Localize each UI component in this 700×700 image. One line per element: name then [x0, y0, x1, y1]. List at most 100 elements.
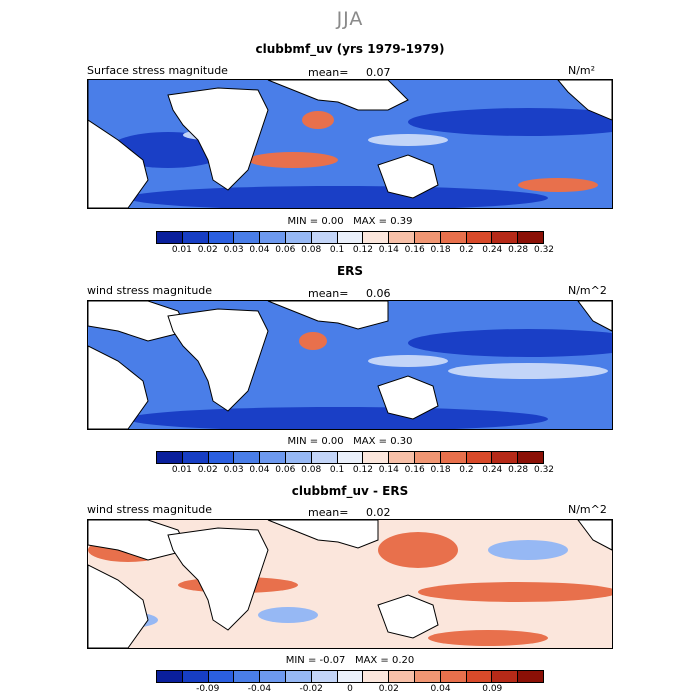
colorbar-tick-label: 0.16 — [404, 245, 425, 255]
colorbar-tick-label: 0.1 — [329, 245, 345, 255]
africa-landmass — [167, 308, 269, 412]
negative-anomaly — [488, 540, 568, 560]
colorbar-swatch — [492, 232, 519, 243]
panel-1-title: clubbmf_uv (yrs 1979-1979) — [255, 42, 445, 56]
panel-2-field-label: wind stress magnitude — [87, 284, 213, 297]
colorbar-tick-label: 0.32 — [533, 245, 555, 255]
colorbar-swatch — [363, 452, 390, 463]
panel-3-title: clubbmf_uv - ERS — [291, 484, 409, 498]
south-america-landmass — [88, 345, 149, 429]
colorbar-tick-label: 0.2 — [459, 245, 474, 255]
colorbar-swatch — [234, 671, 261, 682]
africa-landmass — [167, 87, 269, 191]
colorbar-tick-label: -0.09 — [196, 684, 220, 694]
north-landmass — [88, 301, 189, 342]
panel-1-max-label: MAX = — [353, 216, 388, 227]
north-america-landmass — [577, 301, 612, 332]
colorbar-swatch — [311, 671, 338, 682]
colorbar-swatch — [260, 671, 286, 682]
colorbar-swatch — [440, 671, 467, 682]
africa-landmass — [167, 527, 269, 631]
panel-3-min-label: MIN = — [285, 655, 317, 666]
colorbar-swatch — [157, 671, 183, 682]
colorbar-tick-label: 0.06 — [275, 465, 296, 475]
panel-2-colorbar-ticks: 0.01 0.02 0.03 0.04 0.06 0.08 0.1 0.12 0.14 0.16 0… — [156, 465, 554, 477]
colorbar-tick-label: -0.02 — [299, 684, 323, 694]
colorbar-swatch — [234, 232, 261, 243]
panel-1-mean-label: mean= — [308, 66, 349, 79]
panel-3-min-value: -0.07 — [319, 655, 346, 666]
panel-2-min-max: MIN = 0.00 MAX = 0.30 — [150, 436, 550, 447]
colorbar-swatch — [414, 452, 441, 463]
colorbar-swatch — [414, 671, 441, 682]
weak-wind-region — [448, 363, 608, 379]
colorbar-tick-label: 0.24 — [482, 465, 503, 475]
panel-3-min-max: MIN = -0.07 MAX = 0.20 — [150, 655, 550, 666]
panel-1-mean-value: 0.07 — [366, 66, 391, 79]
panel-3-mean-value: 0.02 — [366, 506, 391, 519]
colorbar-tick-label: 0.18 — [430, 465, 451, 475]
panel-2-mean-value: 0.06 — [366, 287, 391, 300]
panel-2-max-value: 0.30 — [390, 436, 413, 447]
panel-2-colorbar — [156, 451, 544, 464]
colorbar-tick-label: 0.04 — [249, 245, 270, 255]
somali-jet — [299, 332, 327, 350]
colorbar-swatch — [389, 671, 415, 682]
colorbar-swatch — [182, 671, 209, 682]
eurasia-landmass — [267, 520, 379, 549]
positive-anomaly — [418, 582, 612, 602]
colorbar-swatch — [260, 452, 286, 463]
colorbar-swatch — [492, 671, 519, 682]
panel-1-colorbar-ticks: 0.01 0.02 0.03 0.04 0.06 0.08 0.1 0.12 0.14 0.16 0… — [156, 245, 554, 257]
colorbar-swatch — [363, 232, 390, 243]
colorbar-swatch — [440, 452, 467, 463]
panel-3-max-label: MAX = — [354, 655, 389, 666]
colorbar-swatch — [466, 671, 493, 682]
colorbar-tick-label: 0.03 — [223, 245, 244, 255]
colorbar-tick-label: 0.2 — [459, 465, 474, 475]
positive-anomaly — [428, 630, 548, 646]
colorbar-swatch — [440, 232, 467, 243]
panel-1-field-label: Surface stress magnitude — [87, 64, 228, 77]
colorbar-swatch — [518, 671, 543, 682]
colorbar-swatch — [363, 671, 390, 682]
australia-landmass — [377, 154, 439, 199]
colorbar-swatch — [311, 232, 338, 243]
panel-3-units: N/m^2 — [568, 503, 607, 516]
negative-anomaly — [258, 607, 318, 623]
season-title: JJA — [336, 8, 364, 30]
eurasia-landmass — [267, 301, 389, 330]
panel-2-map — [87, 300, 613, 430]
colorbar-swatch — [337, 232, 364, 243]
colorbar-tick-label: 0.14 — [378, 465, 399, 475]
trade-wind-band — [408, 108, 612, 136]
colorbar-tick-label: 0.09 — [482, 684, 503, 694]
colorbar-swatch — [492, 452, 519, 463]
positive-anomaly — [378, 532, 458, 568]
colorbar-tick-label: 0.16 — [404, 465, 425, 475]
colorbar-tick-label: 0.14 — [378, 245, 399, 255]
colorbar-tick-label: 0.18 — [430, 245, 451, 255]
panel-3-colorbar — [156, 670, 544, 683]
panel-1-colorbar — [156, 231, 544, 244]
north-america-landmass — [557, 80, 612, 121]
australia-landmass — [377, 375, 439, 420]
somali-jet — [302, 111, 334, 129]
colorbar-tick-label: 0 — [347, 684, 353, 694]
colorbar-tick-label: 0.01 — [171, 465, 192, 475]
south-america-landmass — [88, 564, 149, 648]
panel-1-max-value: 0.39 — [390, 216, 413, 227]
colorbar-swatch — [234, 452, 261, 463]
panel-1-min-max: MIN = 0.00 MAX = 0.39 — [150, 216, 550, 227]
colorbar-tick-label: 0.04 — [430, 684, 451, 694]
trade-wind-band — [408, 329, 612, 357]
australia-landmass — [377, 594, 439, 639]
colorbar-swatch — [208, 671, 235, 682]
colorbar-tick-label: 0.03 — [223, 465, 244, 475]
colorbar-tick-label: 0.01 — [171, 245, 192, 255]
colorbar-tick-label: 0.04 — [249, 465, 270, 475]
panel-1-map — [87, 79, 613, 209]
panel-3-max-value: 0.20 — [392, 655, 415, 666]
colorbar-swatch — [285, 452, 312, 463]
colorbar-tick-label: 0.12 — [352, 465, 373, 475]
